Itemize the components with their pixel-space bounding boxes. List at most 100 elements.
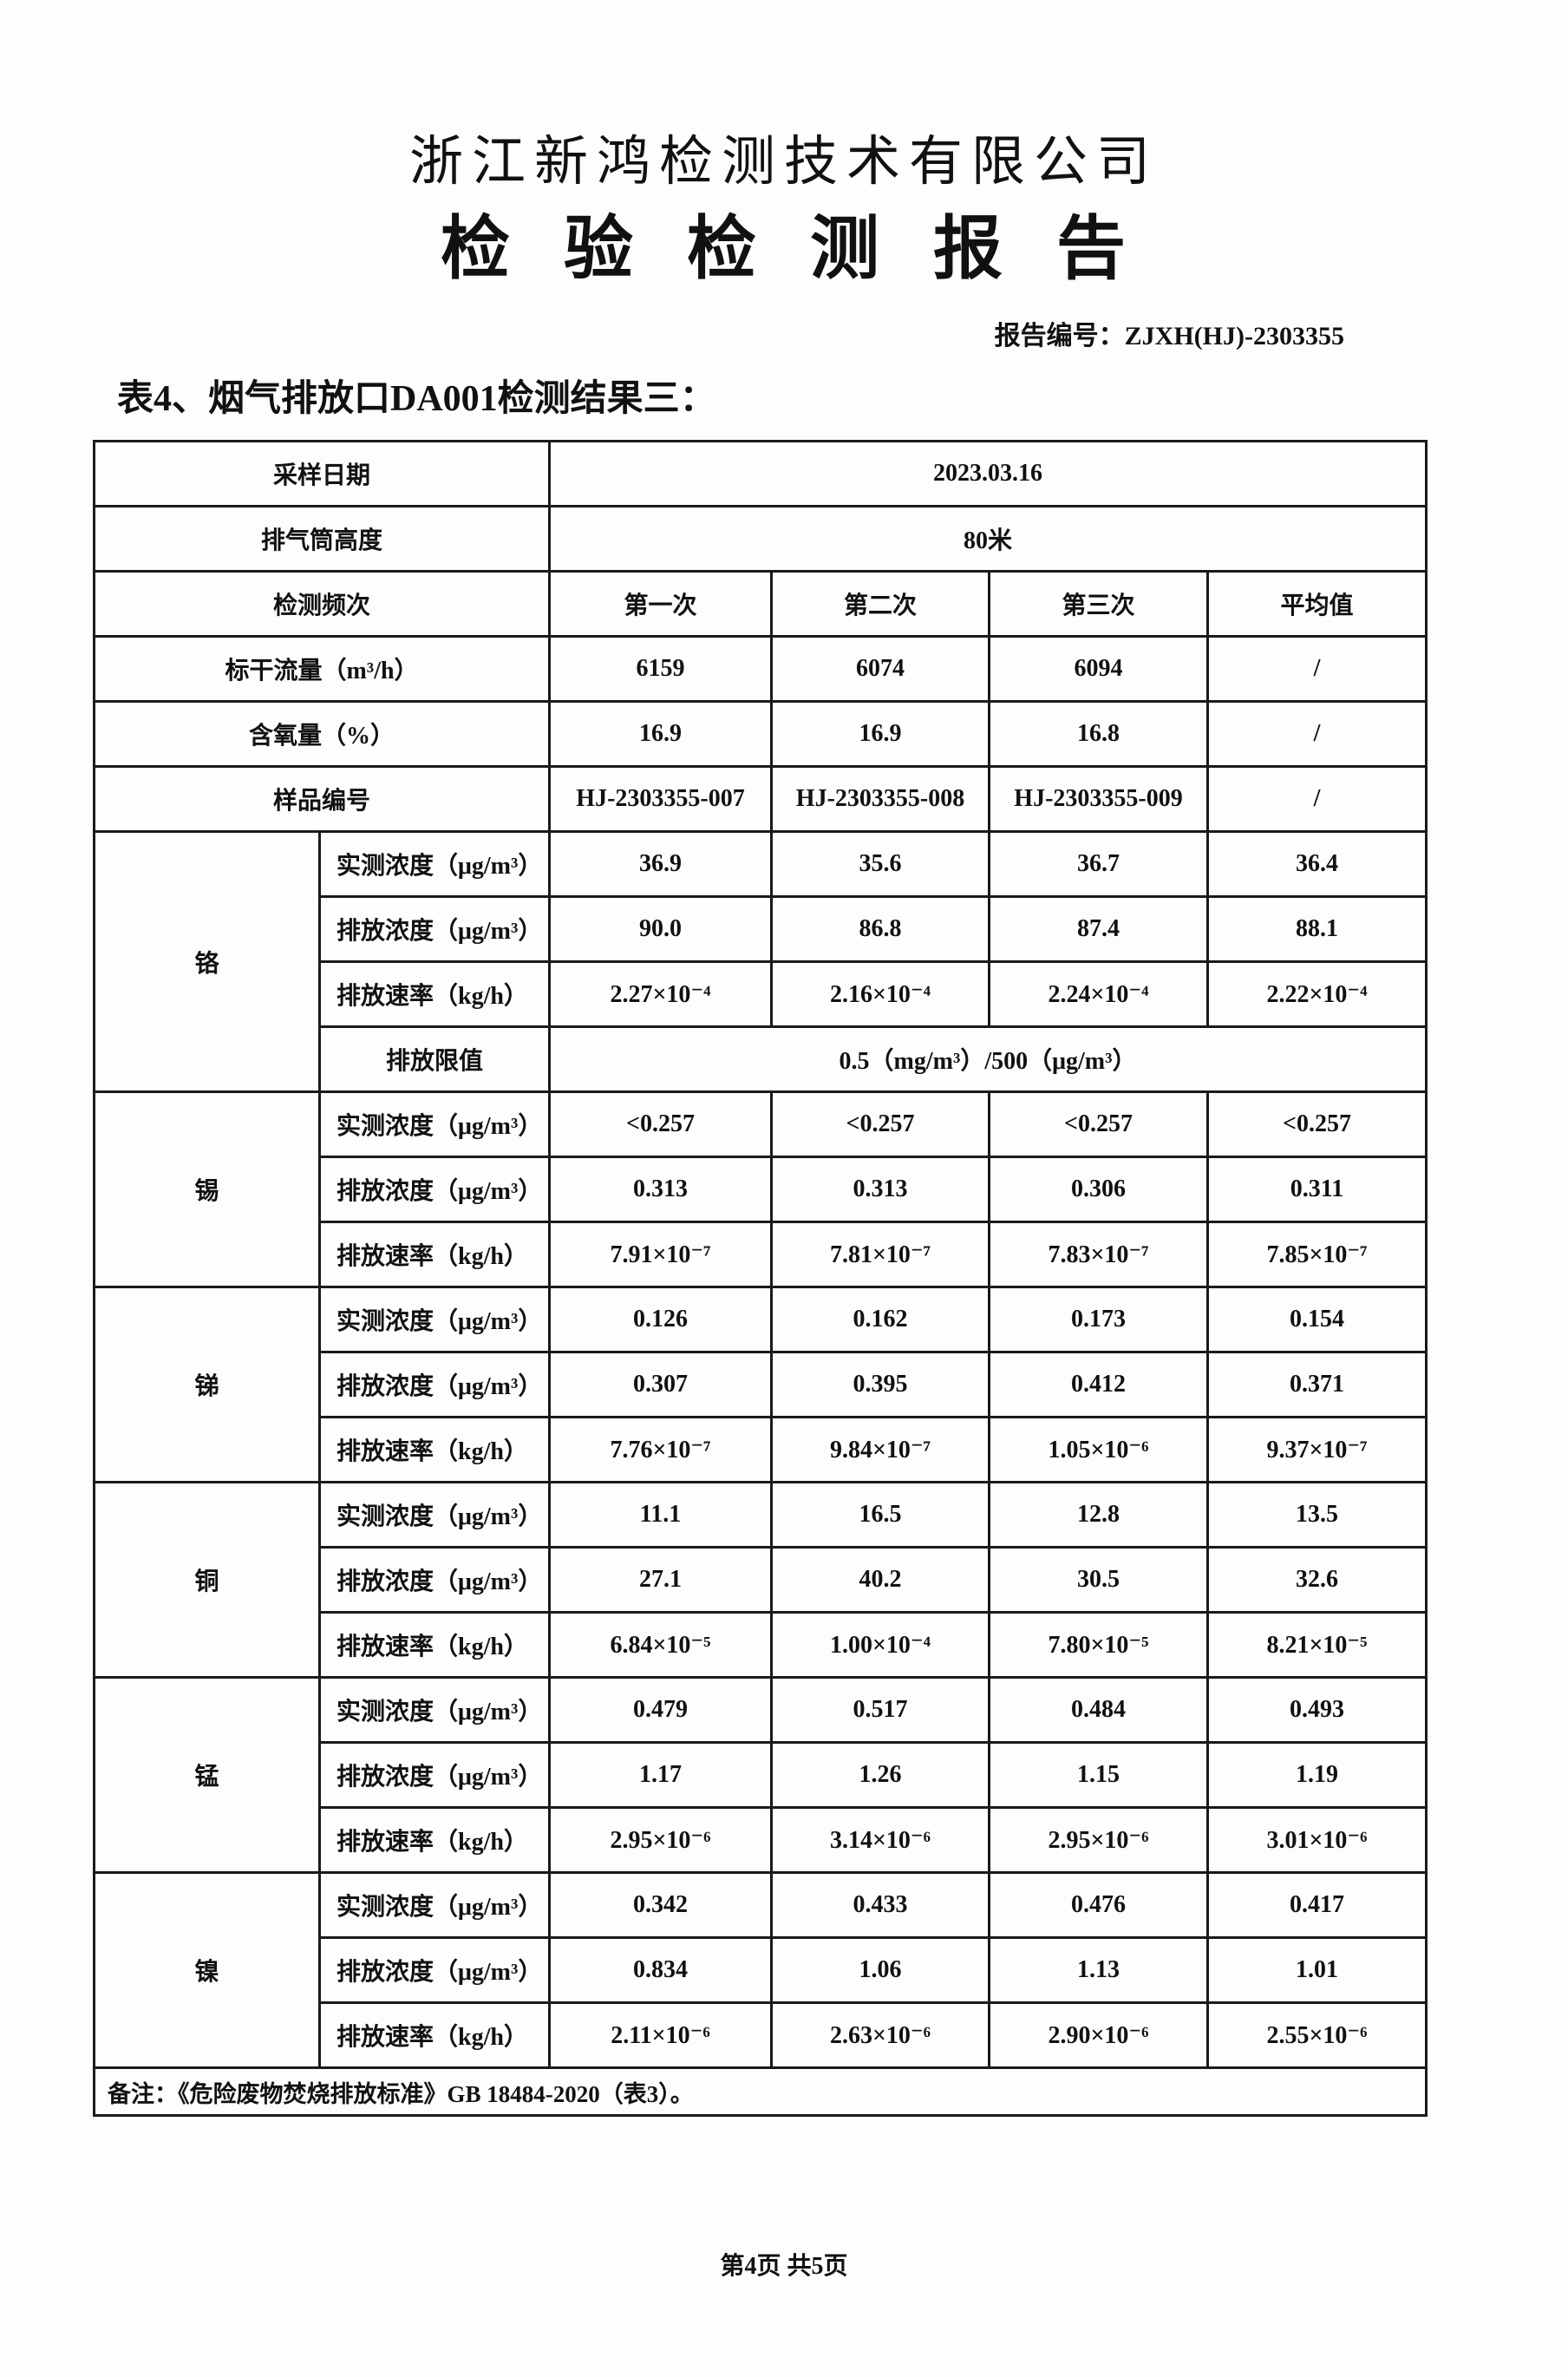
parameter-label: 排放浓度（μg/m³） xyxy=(317,1156,552,1223)
cell-value: 2.22×10⁻⁴ xyxy=(1206,960,1428,1028)
page-footer: 第4页 共5页 xyxy=(720,2253,848,2280)
metal-row: 排放速率（kg/h） 2.11×10⁻⁶ 2.63×10⁻⁶ 2.90×10⁻⁶ 2.5… xyxy=(95,2001,1428,2069)
metal-name: 镍 xyxy=(93,1871,321,2069)
cell-value: 86.8 xyxy=(770,895,991,963)
cell-value: 13.5 xyxy=(1206,1481,1428,1549)
cell-value: <0.257 xyxy=(1206,1090,1428,1158)
cell-value: 36.4 xyxy=(1206,830,1428,898)
metal-name: 铬 xyxy=(93,830,321,1093)
sampling-date-value: 2023.03.16 xyxy=(548,440,1428,507)
cell-value: 16.8 xyxy=(988,700,1210,768)
cell-value: 0.479 xyxy=(548,1676,774,1744)
cell-value: 1.00×10⁻⁴ xyxy=(770,1611,991,1679)
cell-value: 11.1 xyxy=(548,1481,774,1549)
column-header: 第三次 xyxy=(988,570,1210,638)
cell-value: 1.13 xyxy=(988,1936,1210,2004)
parameter-label: 实测浓度（μg/m³） xyxy=(317,1481,552,1549)
parameter-label: 实测浓度（μg/m³） xyxy=(317,1676,552,1744)
cell-value: 88.1 xyxy=(1206,895,1428,963)
cell-value: 0.476 xyxy=(988,1871,1210,1939)
cell-value: 35.6 xyxy=(770,830,991,898)
cell-value: 2.16×10⁻⁴ xyxy=(770,960,991,1028)
cell-value: 0.834 xyxy=(548,1936,774,2004)
parameter-label: 排放浓度（μg/m³） xyxy=(317,1741,552,1809)
metal-row: 排放速率（kg/h） 2.95×10⁻⁶ 3.14×10⁻⁶ 2.95×10⁻⁶ 3.0… xyxy=(95,1806,1428,1874)
cell-value: 0.173 xyxy=(988,1286,1210,1353)
metal-name: 铜 xyxy=(93,1481,321,1679)
cell-value: 1.01 xyxy=(1206,1936,1428,2004)
cell-value: 3.14×10⁻⁶ xyxy=(770,1806,991,1874)
metal-row: 排放浓度（μg/m³） 0.307 0.395 0.412 0.371 xyxy=(95,1351,1428,1418)
limit-value: 0.5（mg/m³）/500（μg/m³） xyxy=(548,1025,1428,1093)
metal-name: 锰 xyxy=(93,1676,321,1874)
cell-value: 2.11×10⁻⁶ xyxy=(548,2001,774,2069)
cell-value: 6159 xyxy=(548,635,774,703)
frequency-label: 检测频次 xyxy=(92,570,552,638)
results-table: 采样日期 2023.03.16 排气筒高度 80米 检测频次 第一次 第二次 第… xyxy=(92,440,1428,2117)
cell-value: 87.4 xyxy=(988,895,1210,963)
remark-row: 备注：《危险废物焚烧排放标准》GB 18484-2020（表3）。 xyxy=(92,2066,1428,2117)
cell-value: <0.257 xyxy=(548,1090,774,1158)
sampling-date-row: 采样日期 2023.03.16 xyxy=(92,440,1428,507)
parameter-label: 排放速率（kg/h） xyxy=(317,1611,552,1679)
metal-row: 铜实测浓度（μg/m³） 11.1 16.5 12.8 13.5 xyxy=(93,1481,1428,1679)
cell-value: 8.21×10⁻⁵ xyxy=(1206,1611,1428,1679)
parameter-label: 排放速率（kg/h） xyxy=(317,2001,552,2069)
info-row: 含氧量（%） 16.9 16.9 16.8/ xyxy=(92,700,1428,768)
metal-name: 锡 xyxy=(93,1090,321,1288)
column-header: 平均值 xyxy=(1206,570,1428,638)
cell-value: 0.313 xyxy=(548,1156,774,1223)
company-name: 浙江新鸿检测技术有限公司 xyxy=(408,133,1159,192)
metal-row: 排放速率（kg/h） 7.76×10⁻⁷ 9.84×10⁻⁷ 1.05×10⁻⁶ 9.3… xyxy=(95,1416,1428,1483)
cell-value: 0.395 xyxy=(770,1351,991,1418)
cell-value: 7.80×10⁻⁵ xyxy=(988,1611,1210,1679)
cell-value: HJ-2303355-009 xyxy=(988,765,1210,833)
cell-value: 2.55×10⁻⁶ xyxy=(1206,2001,1428,2069)
metal-row: 排放浓度（μg/m³） 90.0 86.8 87.4 88.1 xyxy=(95,895,1428,963)
cell-value: 2.63×10⁻⁶ xyxy=(770,2001,991,2069)
parameter-label: 排放速率（kg/h） xyxy=(317,1221,552,1288)
cell-value: 0.311 xyxy=(1206,1156,1428,1223)
parameter-label: 排放浓度（μg/m³） xyxy=(317,1546,552,1614)
metal-row: 排放浓度（μg/m³） 0.313 0.313 0.306 0.311 xyxy=(95,1156,1428,1223)
cell-value: 0.412 xyxy=(988,1351,1210,1418)
cell-value: 3.01×10⁻⁶ xyxy=(1206,1806,1428,1874)
cell-value: 6074 xyxy=(770,635,991,703)
cell-value: 1.19 xyxy=(1206,1741,1428,1809)
metal-row: 排放浓度（μg/m³） 27.1 40.2 30.5 32.6 xyxy=(95,1546,1428,1614)
cell-value: 7.76×10⁻⁷ xyxy=(548,1416,774,1483)
frequency-row: 检测频次 第一次 第二次 第三次 平均值 xyxy=(92,570,1428,638)
metal-row: 排放浓度（μg/m³） 0.834 1.06 1.13 1.01 xyxy=(95,1936,1428,2004)
parameter-label: 排放浓度（μg/m³） xyxy=(317,895,552,963)
metal-row: 铬实测浓度（μg/m³） 36.9 35.6 36.7 36.4 xyxy=(93,830,1428,1093)
cell-value: / xyxy=(1206,635,1428,703)
cell-value: 2.90×10⁻⁶ xyxy=(988,2001,1210,2069)
parameter-label: 实测浓度（μg/m³） xyxy=(317,1286,552,1353)
cell-value: 90.0 xyxy=(548,895,774,963)
metal-row: 锰实测浓度（μg/m³） 0.479 0.517 0.484 0.493 xyxy=(93,1676,1428,1874)
metal-row: 锑实测浓度（μg/m³） 0.126 0.162 0.173 0.154 xyxy=(93,1286,1428,1483)
cell-value: 9.84×10⁻⁷ xyxy=(770,1416,991,1483)
cell-value: 1.26 xyxy=(770,1741,991,1809)
cell-value: 0.313 xyxy=(770,1156,991,1223)
info-row: 样品编号 HJ-2303355-007 HJ-2303355-008 HJ-23033… xyxy=(92,765,1428,833)
cell-value: 7.85×10⁻⁷ xyxy=(1206,1221,1428,1288)
cell-value: 0.417 xyxy=(1206,1871,1428,1939)
table-caption: 表4、烟气排放口DA001检测结果三： xyxy=(117,379,716,419)
metal-row: 排放速率（kg/h） 6.84×10⁻⁵ 1.00×10⁻⁴ 7.80×10⁻⁵ 8.2… xyxy=(95,1611,1428,1679)
parameter-label: 实测浓度（μg/m³） xyxy=(317,1871,552,1939)
limit-label: 排放限值 xyxy=(317,1025,552,1093)
metal-row: 镍实测浓度（μg/m³） 0.342 0.433 0.476 0.417 xyxy=(93,1871,1428,2069)
cell-value: 0.433 xyxy=(770,1871,991,1939)
parameter-label: 排放浓度（μg/m³） xyxy=(317,1351,552,1418)
cell-value: HJ-2303355-007 xyxy=(548,765,774,833)
cell-value: 0.342 xyxy=(548,1871,774,1939)
cell-value: 40.2 xyxy=(770,1546,991,1614)
cell-value: 7.91×10⁻⁷ xyxy=(548,1221,774,1288)
cell-value: <0.257 xyxy=(770,1090,991,1158)
stack-height-row: 排气筒高度 80米 xyxy=(92,505,1428,573)
cell-value: 6.84×10⁻⁵ xyxy=(548,1611,774,1679)
cell-value: 0.154 xyxy=(1206,1286,1428,1353)
cell-value: 36.7 xyxy=(988,830,1210,898)
cell-value: 7.81×10⁻⁷ xyxy=(770,1221,991,1288)
